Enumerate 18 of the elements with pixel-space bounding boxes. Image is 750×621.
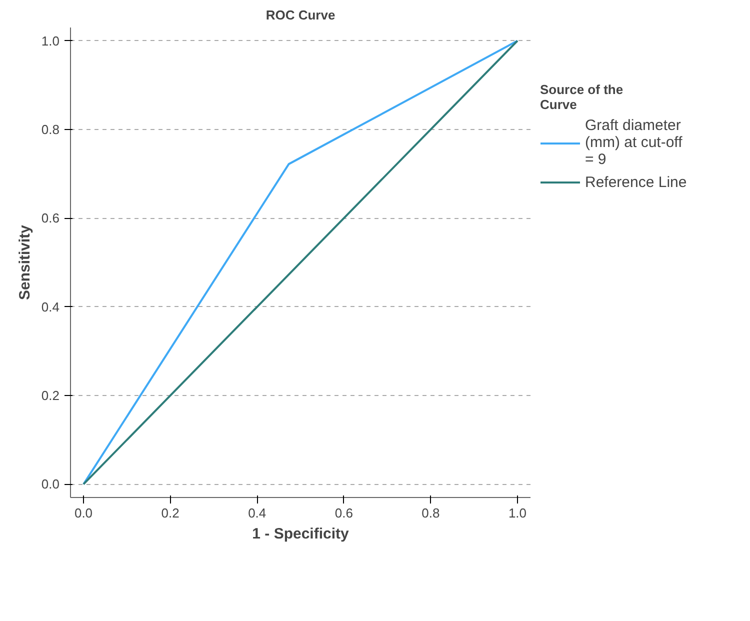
x-tick-label: 0.0: [74, 506, 93, 520]
y-tick-label: 0.8: [41, 122, 60, 137]
chart-title: ROC Curve: [266, 8, 336, 22]
x-tick-label: 0.4: [248, 506, 266, 520]
y-tick-label: 0.4: [41, 299, 60, 314]
y-axis-title: Sensitivity: [16, 224, 34, 300]
y-tick-label: 0.0: [41, 476, 60, 492]
x-axis-title: 1 - Specificity: [252, 526, 350, 542]
x-tick-label: 0.2: [161, 506, 180, 520]
y-tick-label: 1.0: [41, 33, 60, 48]
x-tick-label: 0.8: [422, 506, 440, 520]
legend-label: Reference Line: [585, 174, 687, 190]
legend-label: Graft diameter (mm) at cut-off = 9: [585, 117, 682, 168]
y-tick-label: 0.2: [41, 388, 60, 404]
x-tick-label: 0.6: [334, 506, 353, 520]
y-tick-label: 0.6: [41, 210, 60, 226]
x-tick-label: 1.0: [508, 506, 527, 520]
legend-title: Source of the Curve: [540, 82, 624, 112]
